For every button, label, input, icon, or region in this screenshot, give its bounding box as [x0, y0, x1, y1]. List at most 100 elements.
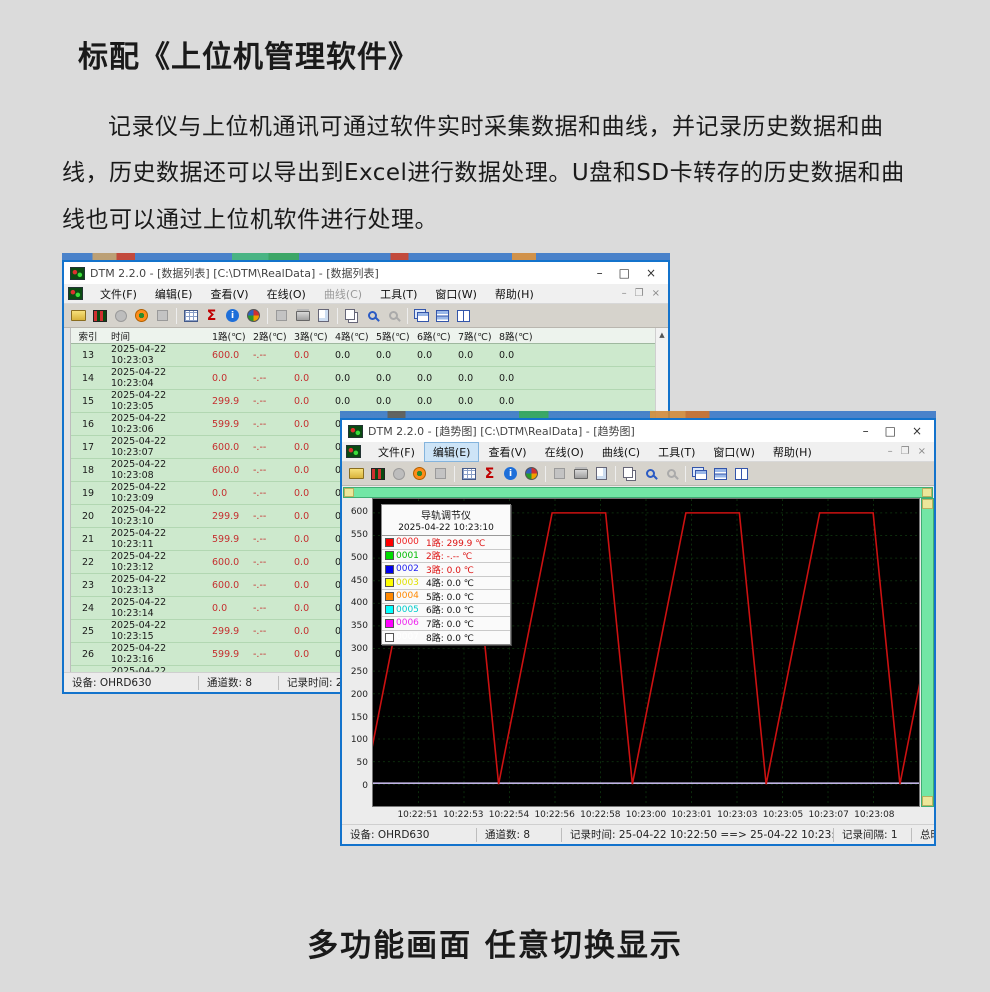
legend-timestamp: 2025-04-22 10:23:10 — [382, 522, 510, 536]
table-cell: 15 — [81, 395, 95, 407]
column-header[interactable]: 8路(℃) — [499, 331, 533, 343]
data-monitor-icon[interactable] — [368, 465, 387, 483]
column-header[interactable]: 3路(℃) — [294, 331, 328, 343]
minimize-button[interactable]: – — [596, 266, 603, 280]
print-preview-icon[interactable] — [314, 307, 333, 325]
info-icon[interactable]: i — [501, 465, 520, 483]
table-row[interactable]: 15 2025-04-22 10:23:05 299.9 -.-- 0.0 0.0 0.0 0… — [71, 390, 655, 413]
maximize-button[interactable]: □ — [618, 266, 630, 280]
menu-item-帮助(H)[interactable]: 帮助(H) — [494, 287, 534, 301]
menu-item-查看(V)[interactable]: 查看(V) — [210, 287, 249, 301]
menu-item-工具(T)[interactable]: 工具(T) — [380, 287, 418, 301]
mdi-restore-button[interactable]: ❐ — [900, 446, 910, 457]
table-cell: 0.0 — [499, 349, 515, 361]
pie-chart-icon[interactable] — [244, 307, 263, 325]
open-folder-icon[interactable] — [347, 465, 366, 483]
menu-item-帮助(H)[interactable]: 帮助(H) — [772, 445, 812, 459]
save-disabled-icon[interactable] — [550, 465, 569, 483]
chart-horizontal-scrollbar[interactable] — [343, 487, 933, 498]
save-disabled-icon[interactable] — [272, 307, 291, 325]
scrollbar-bottom-cap[interactable] — [922, 796, 933, 806]
menu-item-窗口(W)[interactable]: 窗口(W) — [713, 445, 755, 459]
mdi-close-button[interactable]: × — [917, 446, 926, 457]
data-monitor-icon[interactable] — [90, 307, 109, 325]
pause-disabled-icon[interactable] — [153, 307, 172, 325]
column-header[interactable]: 4路(℃) — [335, 331, 369, 343]
tile-vertical-icon[interactable] — [454, 307, 473, 325]
menu-item-曲线(C)[interactable]: 曲线(C) — [323, 287, 363, 301]
menu-item-编辑(E)[interactable]: 编辑(E) — [423, 441, 480, 462]
channel-color-swatch — [385, 632, 394, 642]
column-header[interactable]: 2路(℃) — [253, 331, 287, 343]
mdi-minimize-button[interactable]: – — [887, 446, 893, 457]
close-button[interactable]: × — [645, 266, 656, 280]
menu-item-在线(O)[interactable]: 在线(O) — [266, 287, 306, 301]
info-icon[interactable]: i — [223, 307, 242, 325]
table-row[interactable]: 13 2025-04-22 10:23:03 600.0 -.-- 0.0 0.0 0.0 0… — [71, 344, 655, 367]
y-axis-tick-label: 600 — [350, 507, 368, 517]
search-disabled-icon[interactable] — [384, 307, 403, 325]
scrollbar-left-cap[interactable] — [344, 488, 354, 497]
chart-vertical-scrollbar[interactable] — [921, 498, 934, 807]
copy-icon[interactable] — [620, 465, 639, 483]
menu-item-在线(O)[interactable]: 在线(O) — [544, 445, 584, 459]
column-header[interactable]: 5路(℃) — [376, 331, 410, 343]
menu-item-曲线(C)[interactable]: 曲线(C) — [601, 445, 641, 459]
menu-item-窗口(W)[interactable]: 窗口(W) — [435, 287, 477, 301]
copy-icon[interactable] — [342, 307, 361, 325]
column-header[interactable]: 1路(℃) — [212, 331, 246, 343]
menu-item-查看(V)[interactable]: 查看(V) — [488, 445, 527, 459]
cascade-windows-icon[interactable] — [412, 307, 431, 325]
menu-item-编辑(E)[interactable]: 编辑(E) — [154, 287, 193, 301]
table-header-row: 索引 时间 1路(℃) 2路(℃) 3路(℃) 4路(℃) 5路(℃) 6路(℃) 7路(℃) 8… — [71, 328, 655, 344]
scroll-up-icon[interactable]: ▲ — [659, 331, 665, 339]
table-row[interactable]: 14 2025-04-22 10:23:04 0.0 -.-- 0.0 0.0 0.0 0.0… — [71, 367, 655, 390]
print-icon[interactable] — [293, 307, 312, 325]
menu-item-工具(T)[interactable]: 工具(T) — [658, 445, 696, 459]
sum-statistics-icon[interactable]: Σ — [206, 307, 217, 324]
window2-titlebar[interactable]: DTM 2.2.0 - [趋势图] [C:\DTM\RealData] - [趋… — [342, 420, 934, 442]
column-header[interactable]: 索引 — [78, 331, 98, 343]
table-grid-icon[interactable] — [459, 465, 478, 483]
tile-horizontal-icon[interactable] — [711, 465, 730, 483]
print-preview-icon[interactable] — [592, 465, 611, 483]
y-axis-tick-label: 450 — [350, 575, 368, 586]
table-cell: -.-- — [253, 395, 267, 407]
close-button[interactable]: × — [911, 424, 922, 438]
sum-statistics-icon[interactable]: Σ — [484, 465, 495, 482]
column-header[interactable]: 时间 — [111, 331, 131, 343]
intro-paragraph: 记录仪与上位机通讯可通过软件实时采集数据和曲线，并记录历史数据和曲线，历史数据还… — [62, 114, 905, 233]
tile-horizontal-icon[interactable] — [433, 307, 452, 325]
y-axis-tick-label: 100 — [350, 735, 368, 746]
column-header[interactable]: 6路(℃) — [417, 331, 451, 343]
window1-titlebar[interactable]: DTM 2.2.0 - [数据列表] [C:\DTM\RealData] - [… — [64, 262, 668, 284]
cascade-windows-icon[interactable] — [690, 465, 709, 483]
stop-disabled-icon[interactable] — [389, 465, 408, 483]
maximize-button[interactable]: □ — [884, 424, 896, 438]
pause-disabled-icon[interactable] — [431, 465, 450, 483]
pie-chart-icon[interactable] — [522, 465, 541, 483]
column-header[interactable]: 7路(℃) — [458, 331, 492, 343]
stop-disabled-icon[interactable] — [111, 307, 130, 325]
table-cell: 19 — [81, 487, 95, 499]
zoom-search-icon[interactable] — [363, 307, 382, 325]
menu-item-文件(F)[interactable]: 文件(F) — [378, 445, 415, 459]
scrollbar-top-cap[interactable] — [922, 499, 933, 509]
print-icon[interactable] — [571, 465, 590, 483]
record-icon[interactable] — [410, 465, 429, 483]
zoom-search-icon[interactable] — [641, 465, 660, 483]
mdi-close-button[interactable]: × — [651, 288, 660, 299]
minimize-button[interactable]: – — [862, 424, 869, 438]
x-axis-tick-label: 10:22:56 — [534, 810, 575, 820]
record-icon[interactable] — [132, 307, 151, 325]
status-channels: 通道数: 8 — [199, 675, 279, 690]
mdi-restore-button[interactable]: ❐ — [634, 288, 644, 299]
table-grid-icon[interactable] — [181, 307, 200, 325]
search-disabled-icon[interactable] — [662, 465, 681, 483]
tile-vertical-icon[interactable] — [732, 465, 751, 483]
mdi-minimize-button[interactable]: – — [621, 288, 627, 299]
x-axis-tick-label: 10:23:08 — [854, 810, 895, 820]
menu-item-文件(F)[interactable]: 文件(F) — [100, 287, 137, 301]
scrollbar-right-cap[interactable] — [922, 488, 932, 497]
open-folder-icon[interactable] — [69, 307, 88, 325]
